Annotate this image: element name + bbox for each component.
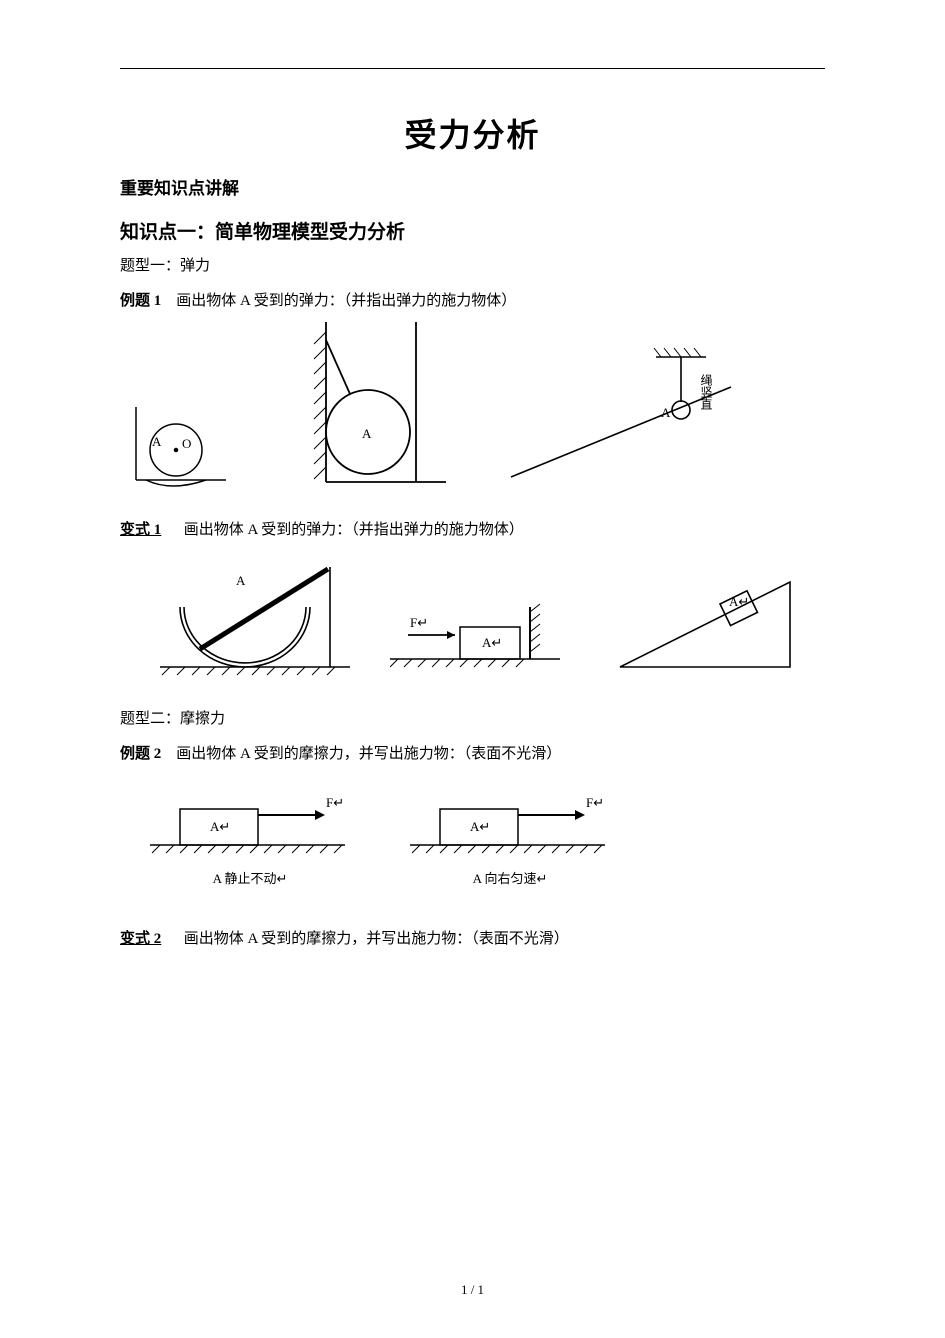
label-Fex2b: F↵: [586, 795, 604, 810]
figrow-var1: A: [120, 557, 825, 677]
label-F1: F↵: [410, 615, 428, 630]
label-Aex2b: A↵: [470, 819, 490, 834]
figrow-ex2: A↵ F↵ A 静止不动↵: [120, 787, 825, 887]
caption-ex2-2: A 向右匀速↵: [410, 868, 610, 887]
label-Aincl: A↵: [729, 594, 749, 609]
doc-title: 受力分析: [120, 110, 825, 156]
fig-ex2-2: A↵ F↵: [410, 787, 610, 859]
subtitle: 重要知识点讲解: [120, 174, 825, 199]
top-rule: [120, 68, 825, 69]
caption-ex2-1: A 静止不动↵: [150, 868, 350, 887]
label-Fex2a: F↵: [326, 795, 344, 810]
fig-ex2-1: A↵ F↵: [150, 787, 350, 859]
example1: 例题 1 画出物体 A 受到的弹力：（并指出弹力的施力物体）: [120, 289, 825, 310]
var1-label: 变式 1: [120, 522, 161, 538]
variant2: 变式 2 画出物体 A 受到的摩擦力，并写出施力物：（表面不光滑）: [120, 927, 825, 948]
fig-ex2-1-wrap: A↵ F↵ A 静止不动↵: [150, 787, 350, 887]
fig-ex1-2: A: [286, 322, 456, 492]
label-rope: 绳竖直: [699, 374, 713, 410]
label-Avar1: A: [236, 573, 246, 588]
ex1-label: 例题 1: [120, 293, 161, 309]
fig-ex1-3: A 绳竖直: [506, 342, 736, 492]
fig-var1-3: A↵: [610, 572, 800, 677]
label-A2: A: [362, 426, 372, 441]
var1-text: 画出物体 A 受到的弹力：（并指出弹力的施力物体）: [184, 522, 524, 538]
ex2-text: 画出物体 A 受到的摩擦力，并写出施力物：（表面不光滑）: [176, 746, 561, 762]
label-Ablk: A↵: [482, 635, 502, 650]
var2-text: 画出物体 A 受到的摩擦力，并写出施力物：（表面不光滑）: [184, 931, 569, 947]
label-A3: A: [661, 405, 671, 420]
fig-ex1-1: A O: [126, 402, 236, 492]
qtype1: 题型一：弹力: [120, 254, 825, 275]
page-footer: 1 / 1: [0, 1282, 945, 1298]
fig-ex2-2-wrap: A↵ F↵ A 向右匀速↵: [410, 787, 610, 887]
qtype2: 题型二：摩擦力: [120, 707, 825, 728]
figrow-ex1: A O: [120, 322, 825, 492]
var2-label: 变式 2: [120, 931, 161, 947]
fig-var1-1: A: [160, 557, 350, 677]
ex2-label: 例题 2: [120, 746, 161, 762]
fig-var1-2: F↵ A↵: [390, 597, 570, 677]
label-A: A: [152, 434, 162, 449]
label-O: O: [182, 436, 191, 451]
ex1-text: 画出物体 A 受到的弹力：（并指出弹力的施力物体）: [176, 293, 516, 309]
kp1-title: 知识点一：简单物理模型受力分析: [120, 217, 825, 244]
variant1: 变式 1 画出物体 A 受到的弹力：（并指出弹力的施力物体）: [120, 518, 825, 539]
example2: 例题 2 画出物体 A 受到的摩擦力，并写出施力物：（表面不光滑）: [120, 742, 825, 763]
label-Aex2a: A↵: [210, 819, 230, 834]
